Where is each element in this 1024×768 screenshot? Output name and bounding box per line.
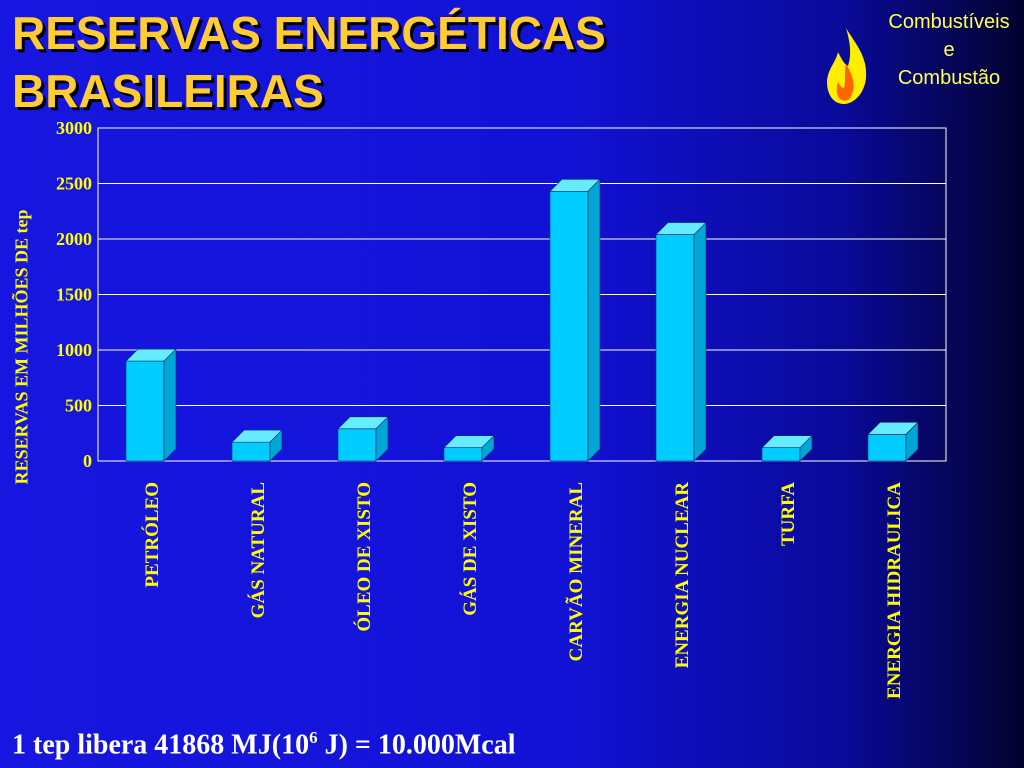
y-tick-label: 1000 [56, 340, 92, 360]
bar-front [655, 234, 695, 462]
title-line-2: BRASILEIRAS [12, 65, 324, 117]
bar-side [481, 434, 495, 462]
footnote-exponent: 6 [309, 728, 318, 747]
x-category-label: TURFA [778, 482, 799, 546]
bar-front [337, 428, 377, 462]
brand-logo: Combustíveis e Combustão [824, 8, 1020, 108]
flame-icon [827, 28, 867, 104]
y-tick-label: 500 [65, 396, 92, 416]
x-category-label: ÓLEO DE XISTO [353, 482, 375, 632]
bar-side [799, 434, 813, 462]
x-category-label: GÁS DE XISTO [459, 482, 481, 616]
brand-line-2: e [943, 39, 955, 61]
x-category-label: ENERGIA HIDRAULICA [884, 482, 905, 699]
title-line-1: RESERVAS ENERGÉTICAS [12, 7, 606, 59]
bar [337, 416, 389, 462]
y-tick-label: 1500 [56, 285, 92, 305]
x-category-label: CARVÃO MINERAL [565, 482, 587, 661]
brand-text: Combustíveis e Combustão [874, 8, 1024, 92]
slide-title: RESERVAS ENERGÉTICAS BRASILEIRAS [12, 4, 606, 120]
bar-front [549, 190, 589, 462]
bar [655, 221, 707, 462]
bar [549, 178, 601, 462]
x-category-label: ENERGIA NUCLEAR [672, 482, 693, 669]
bar-front [125, 360, 165, 462]
bar-side [375, 416, 389, 462]
bar [867, 421, 919, 462]
bar-side [269, 429, 283, 462]
bar [125, 348, 177, 462]
x-category-label: GÁS NATURAL [247, 482, 269, 618]
brand-line-1: Combustíveis [888, 11, 1010, 33]
footnote-prefix: 1 tep libera 41868 MJ(10 [12, 729, 310, 761]
bar-front [867, 434, 907, 462]
bar [231, 429, 283, 462]
bar-side [587, 178, 601, 462]
brand-line-3: Combustão [897, 67, 1001, 89]
y-tick-label: 3000 [56, 118, 92, 138]
bar-front [443, 447, 483, 462]
bar-side [905, 421, 919, 462]
bar-front [761, 447, 801, 462]
y-tick-label: 2000 [56, 229, 92, 249]
y-tick-label: 2500 [56, 174, 92, 194]
y-tick-label: 0 [83, 451, 92, 471]
bar-side [163, 348, 177, 462]
x-category-label: PETRÓLEO [141, 482, 163, 588]
footnote-suffix: J) = 10.000Mcal [317, 729, 516, 761]
bar-front [231, 441, 271, 462]
bar [443, 434, 495, 462]
footnote: 1 tep libera 41868 MJ(106 J) = 10.000Mca… [12, 728, 515, 761]
bar [761, 434, 813, 462]
bar-side [693, 221, 707, 462]
